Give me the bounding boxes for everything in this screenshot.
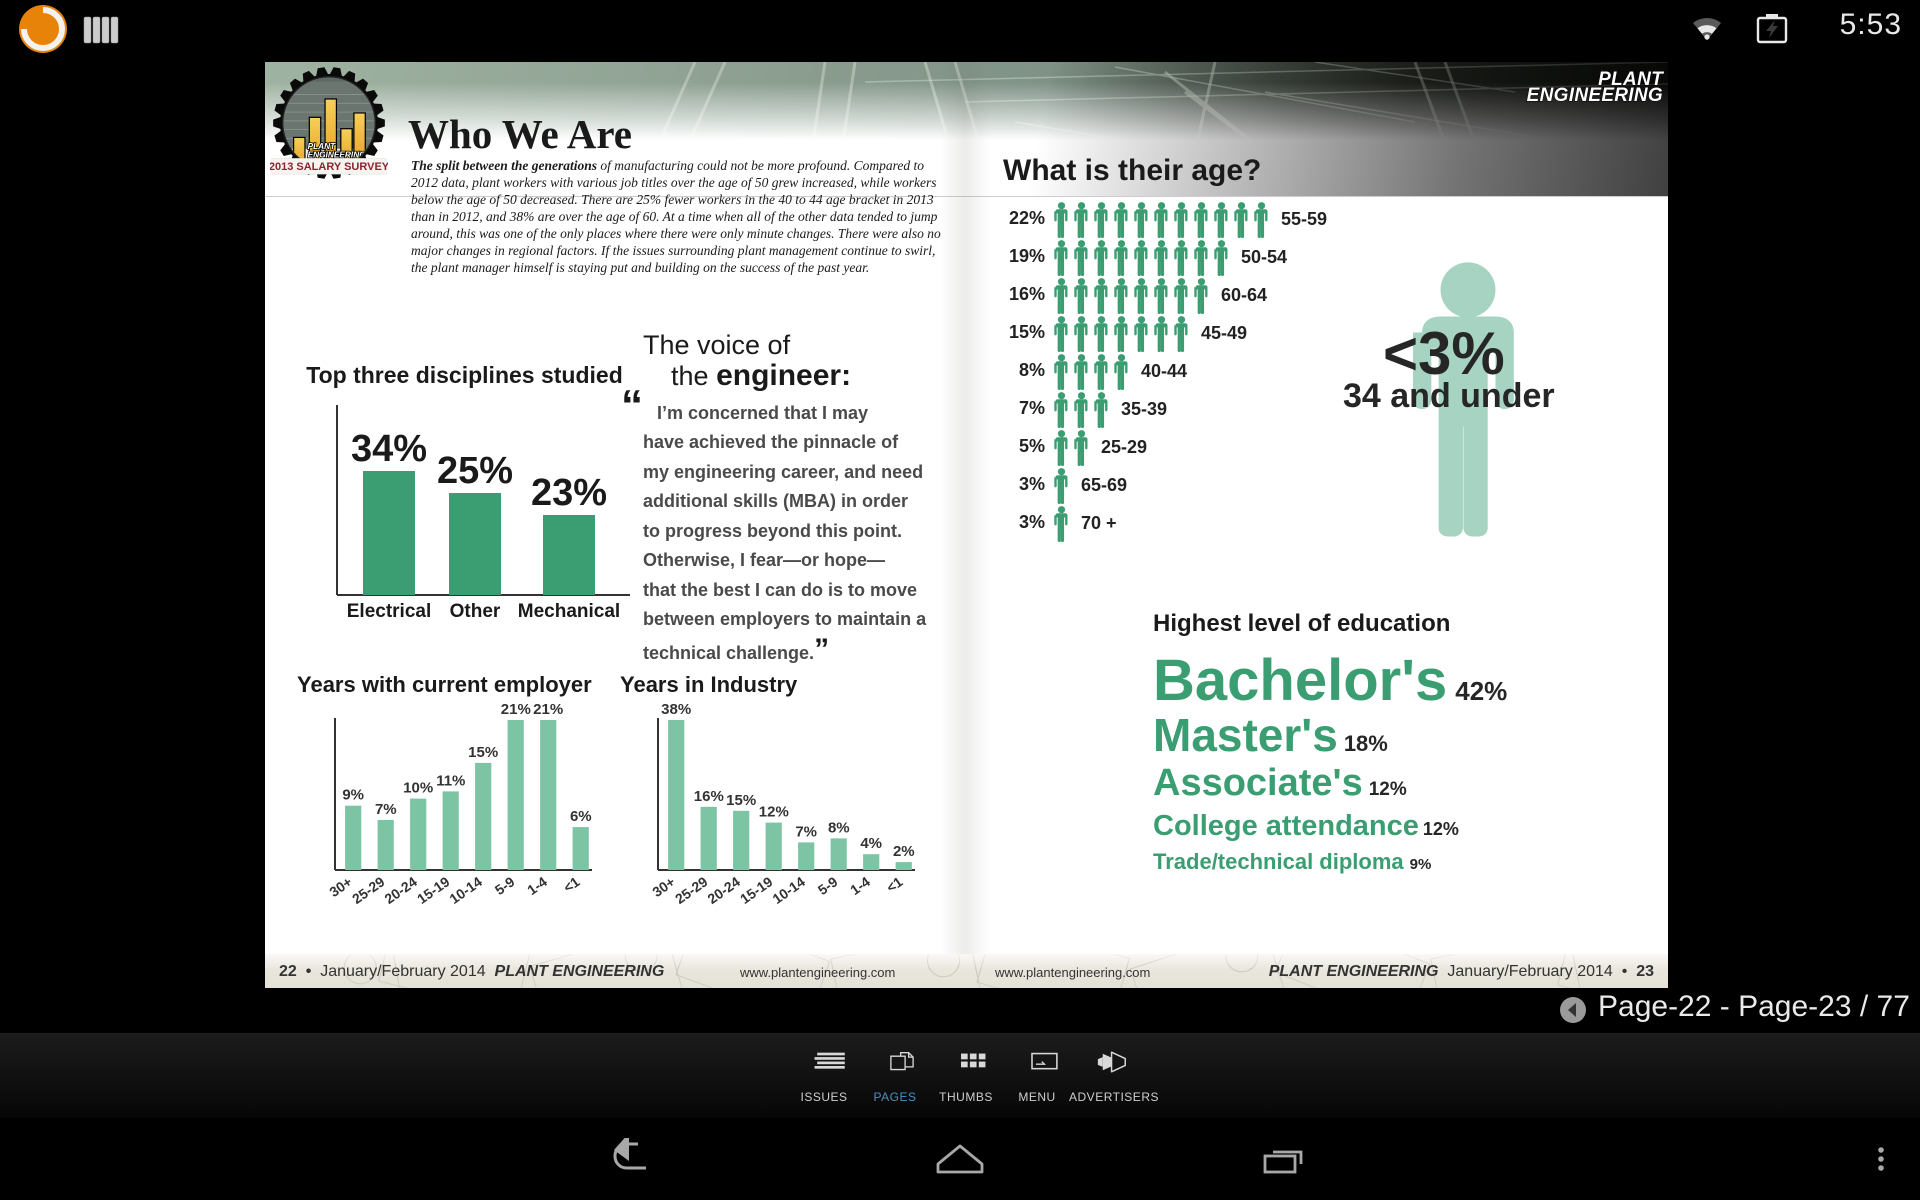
svg-text:2%: 2% [893, 843, 915, 860]
svg-text:10%: 10% [403, 780, 433, 797]
svg-text:20-24: 20-24 [381, 873, 420, 907]
svg-text:11%: 11% [436, 772, 465, 789]
svg-text:9%: 9% [342, 787, 364, 804]
svg-text:21%: 21% [501, 701, 531, 718]
svg-text:20-24: 20-24 [704, 873, 743, 907]
svg-text:10-14: 10-14 [446, 873, 485, 907]
svg-text:25%: 25% [437, 450, 513, 492]
svg-text:<1: <1 [883, 873, 905, 895]
svg-text:5-9: 5-9 [492, 873, 518, 898]
svg-text:7%: 7% [375, 801, 397, 818]
svg-text:21%: 21% [533, 701, 563, 718]
svg-text:15%: 15% [726, 792, 756, 809]
svg-text:25-29: 25-29 [672, 873, 711, 907]
svg-text:Other: Other [450, 601, 501, 622]
svg-text:1-4: 1-4 [847, 873, 873, 898]
svg-text:5-9: 5-9 [815, 873, 841, 898]
svg-text:Mechanical: Mechanical [518, 601, 620, 622]
svg-text:23%: 23% [531, 472, 607, 514]
svg-text:1-4: 1-4 [524, 873, 550, 898]
svg-text:2013 SALARY SURVEY: 2013 SALARY SURVEY [270, 161, 388, 173]
svg-text:15-19: 15-19 [737, 873, 776, 907]
svg-text:16%: 16% [694, 788, 724, 805]
svg-text:25-29: 25-29 [349, 873, 388, 907]
svg-text:ENGINEERING: ENGINEERING [308, 150, 367, 160]
svg-text:15-19: 15-19 [414, 873, 453, 907]
svg-text:Electrical: Electrical [347, 601, 432, 622]
svg-text:6%: 6% [570, 808, 592, 825]
svg-text:<1: <1 [560, 873, 582, 895]
svg-text:10-14: 10-14 [769, 873, 808, 907]
svg-text:12%: 12% [759, 804, 789, 821]
svg-text:8%: 8% [828, 819, 850, 836]
svg-text:38%: 38% [661, 701, 691, 718]
svg-text:4%: 4% [860, 835, 882, 852]
svg-text:34%: 34% [351, 428, 427, 470]
svg-text:7%: 7% [795, 823, 817, 840]
svg-text:15%: 15% [468, 744, 498, 761]
